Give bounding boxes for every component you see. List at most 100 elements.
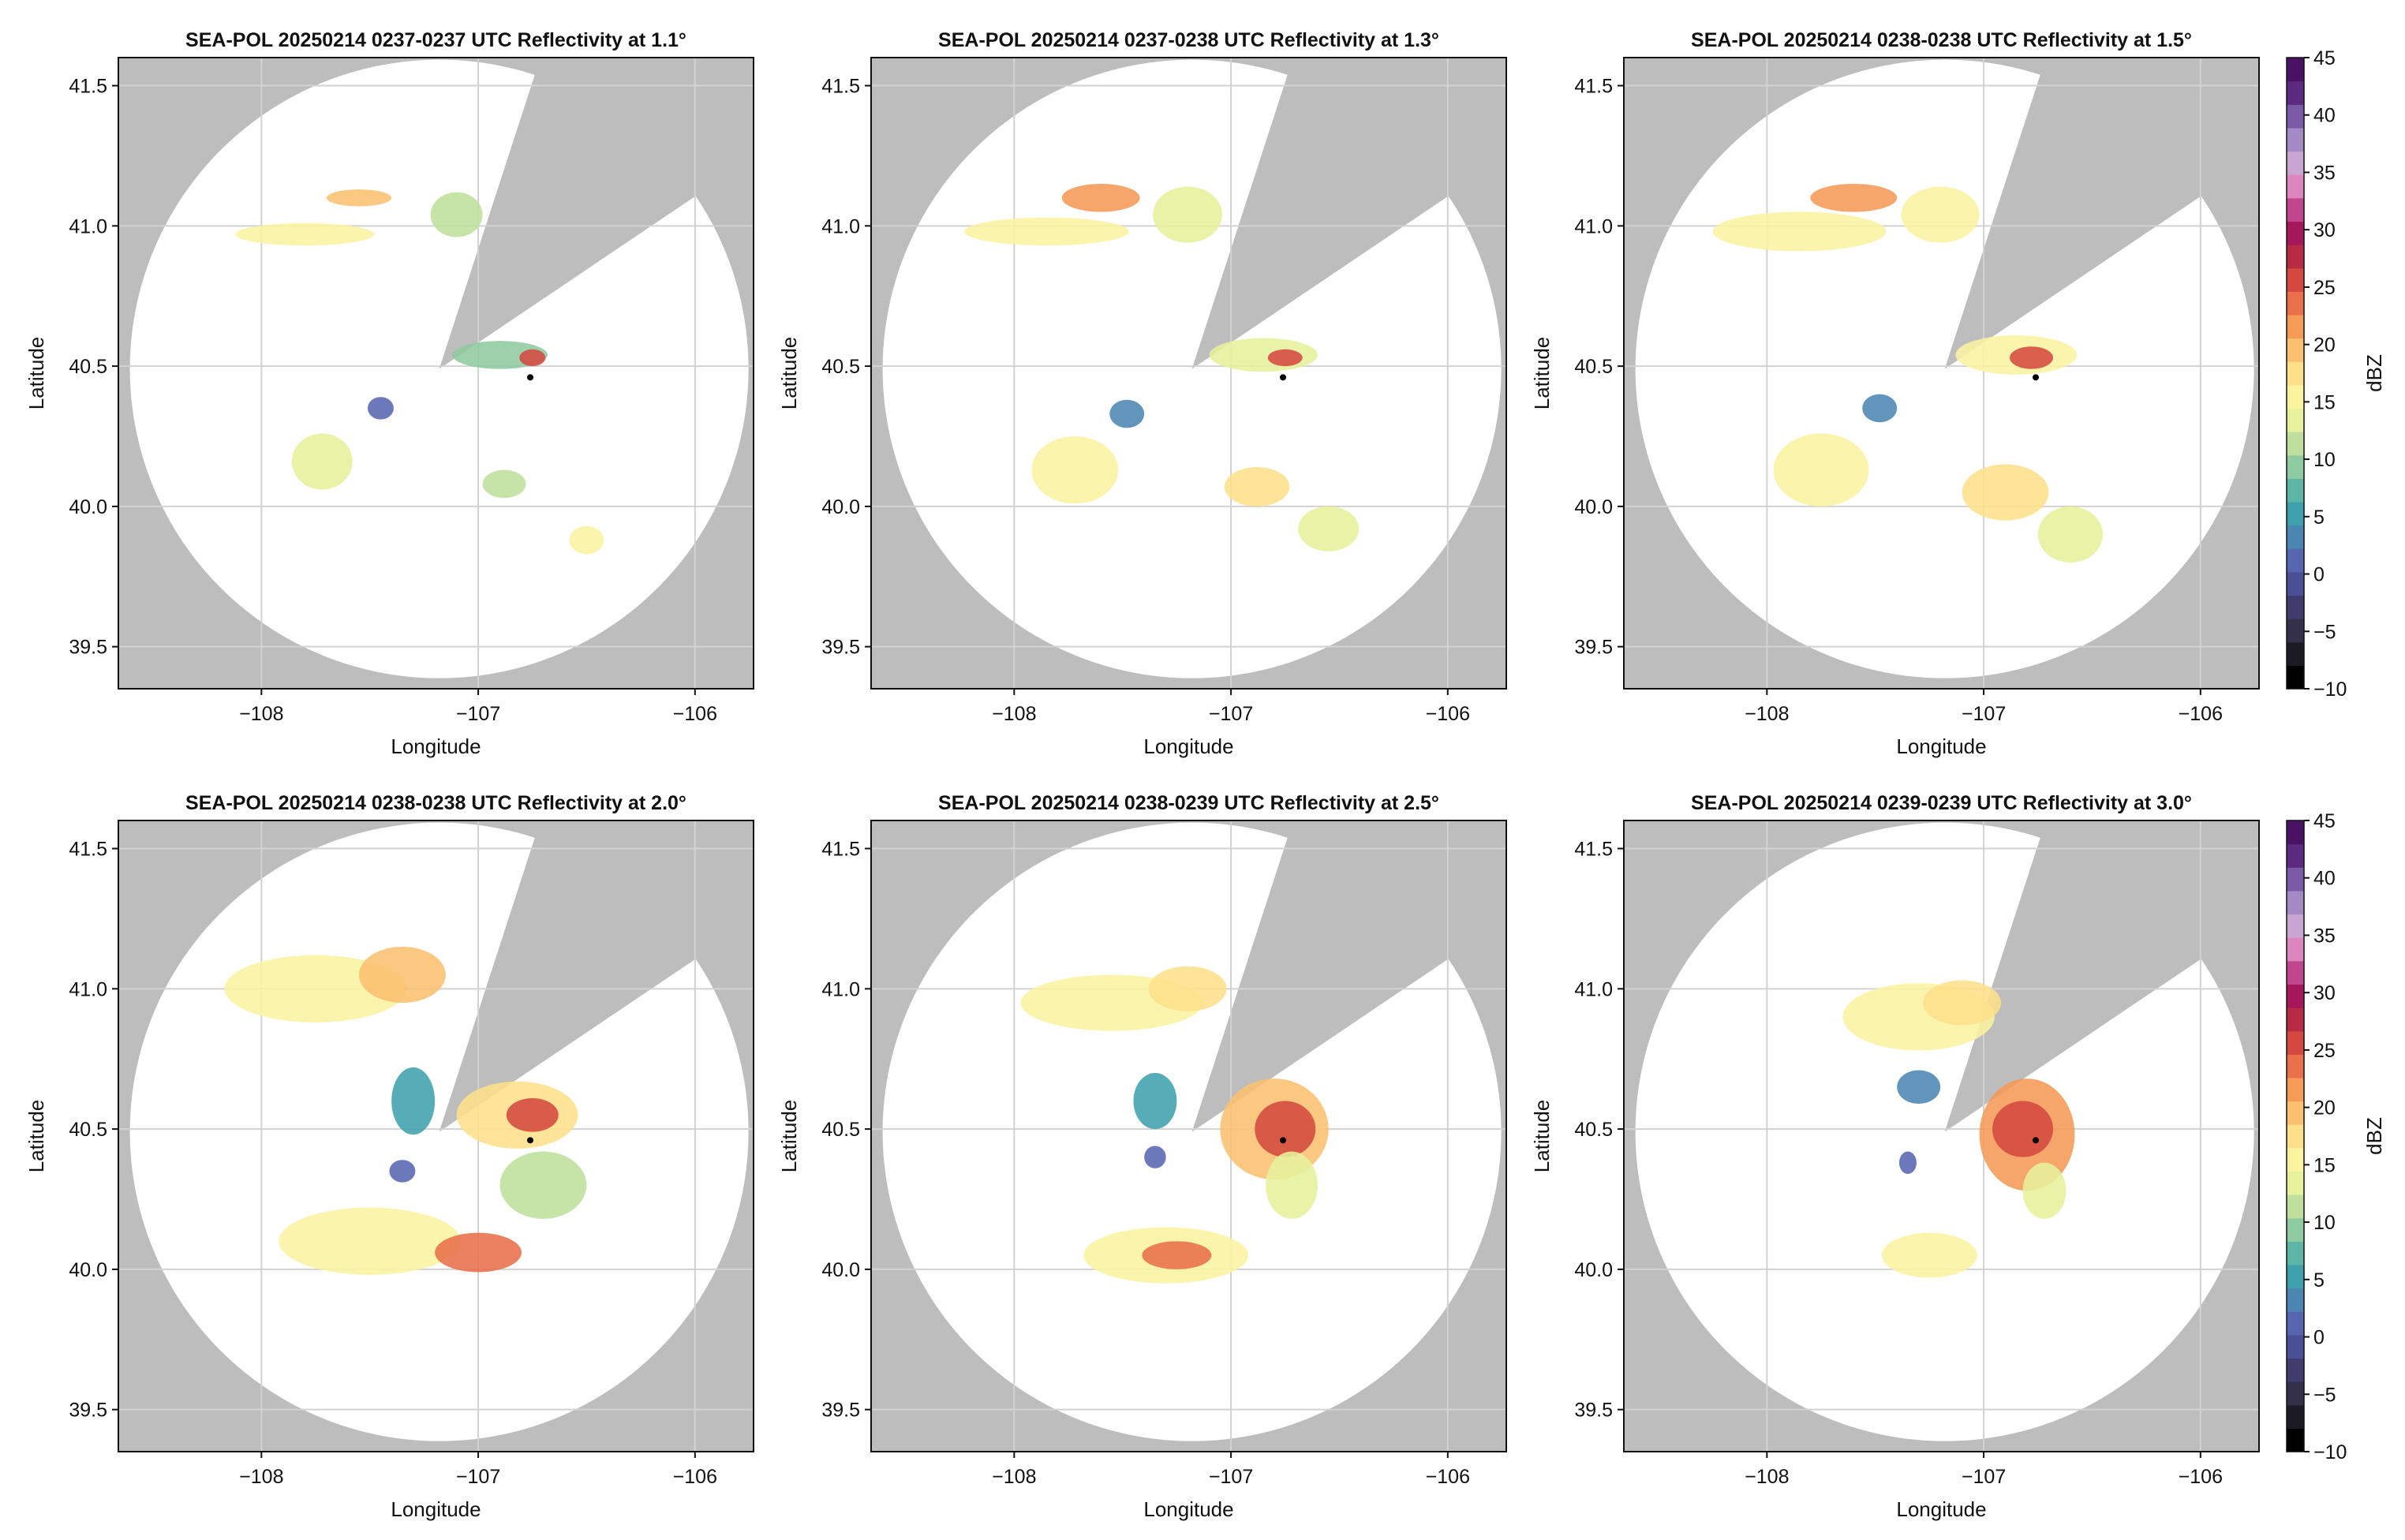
colorbar-segment	[2287, 127, 2304, 152]
colorbar-tick-label: 15	[2313, 1154, 2336, 1176]
colorbar-segment	[2287, 1147, 2304, 1172]
colorbar-tick-label: 45	[2313, 47, 2336, 69]
echo-cell	[326, 189, 392, 207]
colorbar-segment	[2287, 197, 2304, 222]
colorbar-segment	[2287, 314, 2304, 339]
colorbar-segment	[2287, 595, 2304, 619]
echo-cells	[235, 189, 604, 555]
y-tick-label: 41.5	[1574, 76, 1613, 98]
y-tick-label: 41.5	[69, 76, 107, 98]
y-tick-label: 40.0	[821, 496, 860, 518]
echo-cell	[367, 397, 394, 420]
echo-cell	[1992, 1101, 2053, 1157]
echo-cell	[1224, 467, 1290, 506]
colorbar-segment	[2287, 1194, 2304, 1219]
y-tick-label: 41.5	[1574, 839, 1613, 861]
colorbar-segment	[2287, 384, 2304, 409]
colorbar-tick-label: 35	[2313, 925, 2336, 947]
colorbar-segment	[2287, 1077, 2304, 1102]
colorbar-segment	[2287, 501, 2304, 526]
colorbar-tick-label: 0	[2313, 564, 2325, 586]
colorbar-segment	[2287, 1007, 2304, 1032]
echo-cell	[1267, 349, 1303, 367]
colorbar-frame	[2286, 820, 2305, 1452]
y-tick-label: 40.5	[69, 356, 107, 378]
x-tick-label: −106	[1426, 703, 1470, 725]
echo-cell	[391, 1067, 436, 1135]
y-tick-label: 41.0	[821, 215, 860, 237]
radar-coverage-area	[882, 822, 1502, 1441]
colorbar-tick-label: 20	[2313, 1097, 2336, 1119]
colorbar-tick-label: 25	[2313, 277, 2336, 299]
echo-cell	[2037, 506, 2104, 563]
colorbar-segment	[2287, 937, 2304, 962]
colorbar-label: dBZ	[2362, 354, 2386, 392]
x-axis-label: Longitude	[391, 734, 481, 758]
colorbar-segment	[2287, 1171, 2304, 1195]
echo-cell	[1133, 1073, 1177, 1130]
colorbar-segment	[2287, 432, 2304, 456]
radar-coverage-area	[1635, 822, 2254, 1441]
colorbar-tick-label: −5	[2313, 621, 2336, 643]
colorbar-segment	[2287, 408, 2304, 432]
colorbar-segment	[2287, 525, 2304, 549]
location-marker	[527, 1137, 534, 1144]
colorbar-segment	[2287, 338, 2304, 362]
y-tick-label: 39.5	[69, 1400, 107, 1422]
x-axis-label: Longitude	[1896, 1497, 1986, 1521]
echo-cells	[224, 947, 587, 1276]
colorbar-tick-label: 40	[2313, 868, 2336, 890]
colorbar-segment	[2287, 665, 2304, 690]
x-tick-label: −106	[2179, 703, 2223, 725]
echo-cells	[1842, 980, 2075, 1278]
colorbar-segment	[2287, 1030, 2304, 1055]
echo-cell	[2010, 346, 2053, 369]
echo-cell	[1923, 980, 2002, 1026]
colorbar-segment	[2287, 454, 2304, 479]
echo-cell	[482, 469, 526, 499]
echo-cell	[1810, 184, 1898, 212]
colorbar-segment	[2287, 361, 2304, 386]
y-tick-label: 41.0	[821, 978, 860, 1000]
echo-cell	[1901, 186, 1980, 243]
echo-cell	[1712, 211, 1887, 252]
echo-cells	[1712, 184, 2104, 563]
location-marker	[1280, 1137, 1287, 1144]
x-axis-label: Longitude	[1143, 734, 1233, 758]
echo-cell	[1962, 464, 2049, 521]
panel-title: SEA-POL 20250214 0239-0239 UTC Reflectiv…	[1691, 792, 2192, 814]
colorbar-tick-label: −10	[2313, 1441, 2347, 1463]
colorbar-segment	[2287, 1428, 2304, 1452]
echo-cell	[1109, 399, 1145, 428]
colorbar-segment	[2287, 1054, 2304, 1078]
echo-cell	[1266, 1151, 1318, 1219]
colorbar-tick-label: 45	[2313, 810, 2336, 832]
colorbar-segment	[2287, 1358, 2304, 1382]
y-tick-label: 40.0	[69, 1259, 107, 1281]
y-tick-label: 39.5	[1574, 1400, 1613, 1422]
panel-6: −108 −107 −106 39.5 40.0 40.5 41.0 41.5 SEA-POL …	[1530, 792, 2260, 1521]
colorbar-tick-label: 10	[2313, 1212, 2336, 1234]
echo-cell	[569, 525, 604, 555]
echo-cell	[279, 1207, 462, 1276]
x-tick-label: −106	[1426, 1466, 1470, 1488]
y-tick-label: 41.0	[1574, 215, 1613, 237]
y-tick-label: 39.5	[1574, 637, 1613, 659]
echo-cell	[506, 1098, 559, 1132]
echo-cell	[1148, 966, 1227, 1011]
x-tick-label: −106	[673, 703, 717, 725]
echo-cell	[435, 1232, 522, 1273]
x-tick-label: −106	[673, 1466, 717, 1488]
y-tick-label: 40.5	[69, 1119, 107, 1141]
echo-cell	[1881, 1232, 1977, 1278]
x-tick-label: −107	[456, 703, 500, 725]
panel-title: SEA-POL 20250214 0237-0238 UTC Reflectiv…	[938, 29, 1439, 51]
colorbar-segment	[2287, 80, 2304, 105]
colorbar-segment	[2287, 548, 2304, 573]
panel-4: −108 −107 −106 39.5 40.0 40.5 41.0 41.5 SEA-POL …	[24, 792, 754, 1521]
y-tick-label: 40.0	[1574, 1259, 1613, 1281]
colorbar-segment	[2287, 820, 2304, 845]
echo-cell	[499, 1151, 587, 1219]
colorbar-segment	[2287, 867, 2304, 891]
echo-cell	[235, 222, 375, 246]
